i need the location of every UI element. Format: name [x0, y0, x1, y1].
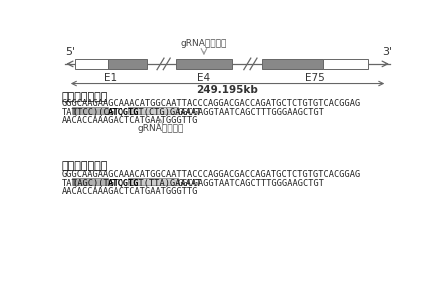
- Text: (TCC)(CGT): (TCC)(CGT): [72, 108, 125, 117]
- Bar: [75, 59, 108, 69]
- Text: GGGCAAGAAGCAAACATGGCAATTACCCAGGACGACCAGATGCTCTGTGTCACGGAG: GGGCAAGAAGCAAACATGGCAATTACCCAGGACGACCAGA…: [62, 99, 361, 108]
- Bar: [128, 107, 178, 114]
- Bar: [108, 59, 147, 69]
- Text: TAT: TAT: [62, 108, 77, 117]
- Text: ATCGTG: ATCGTG: [107, 178, 139, 188]
- Text: 5': 5': [65, 47, 75, 57]
- Bar: [176, 59, 232, 69]
- Text: E1: E1: [104, 73, 118, 83]
- Bar: [262, 59, 323, 69]
- Text: (AGC)(TGT): (AGC)(TGT): [72, 178, 125, 188]
- Text: gRNA剪接位点: gRNA剪接位点: [181, 39, 227, 48]
- Bar: [128, 178, 178, 185]
- Bar: [72, 178, 107, 185]
- Text: E75: E75: [305, 73, 325, 83]
- Text: CCT(CTG)GAAAAT: CCT(CTG)GAAAAT: [129, 108, 202, 117]
- Text: TAT: TAT: [62, 178, 77, 188]
- Text: gRNA剪接位点: gRNA剪接位点: [137, 124, 184, 133]
- Text: ATCGTG: ATCGTG: [107, 108, 139, 117]
- Text: GGGCAAGAAGCAAACATGGCAATTACCCAGGACGACCAGATGCTCTGTGTCACGGAG: GGGCAAGAAGCAAACATGGCAATTACCCAGGACGACCAGA…: [62, 170, 361, 179]
- Bar: [323, 59, 368, 69]
- Text: GGCGAGGTAATCAGCTTTGGGAAGCTGT: GGCGAGGTAATCAGCTTTGGGAAGCTGT: [178, 178, 325, 188]
- Text: CCT(TTA)GAAAAT: CCT(TTA)GAAAAT: [129, 178, 202, 188]
- Text: GGCGAGGTAATCAGCTTTGGGAAGCTGT: GGCGAGGTAATCAGCTTTGGGAAGCTGT: [178, 108, 325, 117]
- Bar: [72, 107, 107, 114]
- Text: 3': 3': [382, 47, 392, 57]
- Text: 249.195kb: 249.195kb: [197, 85, 258, 95]
- Text: E4: E4: [197, 73, 210, 83]
- Text: 突变型等位基因: 突变型等位基因: [62, 161, 108, 171]
- Text: AACACCAAAGACTCATGAATGGGTTG: AACACCAAAGACTCATGAATGGGTTG: [62, 116, 198, 125]
- Text: AACACCAAAGACTCATGAATGGGTTG: AACACCAAAGACTCATGAATGGGTTG: [62, 187, 198, 196]
- Text: 野生型等位基因: 野生型等位基因: [62, 92, 108, 101]
